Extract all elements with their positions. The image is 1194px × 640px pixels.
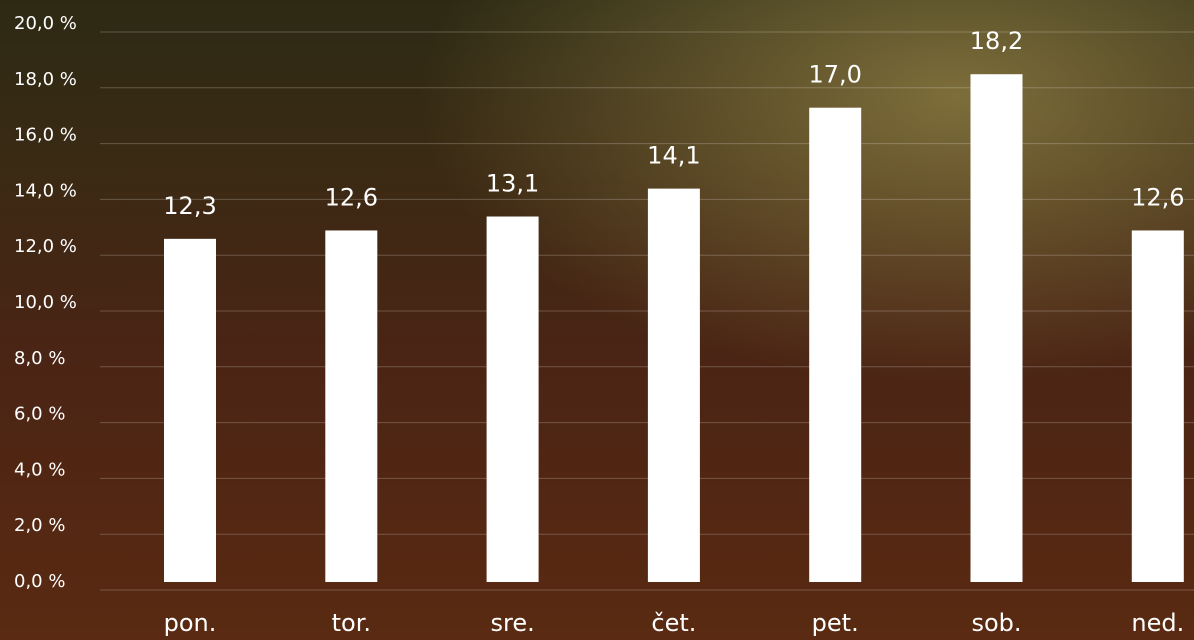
value-label: 12,6 [1131,183,1184,211]
bar [1131,230,1184,582]
x-tick-label: ned. [1131,609,1184,637]
y-tick-label: 6,0 % [14,404,65,425]
bar [970,74,1023,582]
value-label: 13,1 [486,170,539,198]
y-tick-label: 0,0 % [14,571,65,592]
y-tick-label: 18,0 % [14,69,77,90]
bar [809,107,862,582]
y-tick-label: 16,0 % [14,125,77,146]
bar [325,230,378,582]
x-tick-label: sre. [490,609,534,637]
value-label: 17,0 [808,61,861,89]
bar [647,188,700,583]
value-label: 12,6 [325,183,378,211]
y-tick-label: 2,0 % [14,515,65,536]
x-tick-label: pet. [812,609,859,637]
y-tick-label: 12,0 % [14,236,77,257]
y-tick-label: 20,0 % [14,13,77,34]
y-tick-label: 14,0 % [14,180,77,201]
x-tick-label: čet. [651,609,696,637]
bar [486,216,539,582]
value-label: 18,2 [970,27,1023,55]
y-tick-label: 8,0 % [14,348,65,369]
value-label: 14,1 [647,142,700,170]
y-tick-label: 4,0 % [14,459,65,480]
x-tick-label: pon. [164,609,217,637]
y-tick-label: 10,0 % [14,292,77,313]
value-label: 12,3 [163,192,216,220]
bar [164,238,216,582]
x-tick-label: tor. [332,609,371,637]
x-tick-label: sob. [971,609,1021,637]
